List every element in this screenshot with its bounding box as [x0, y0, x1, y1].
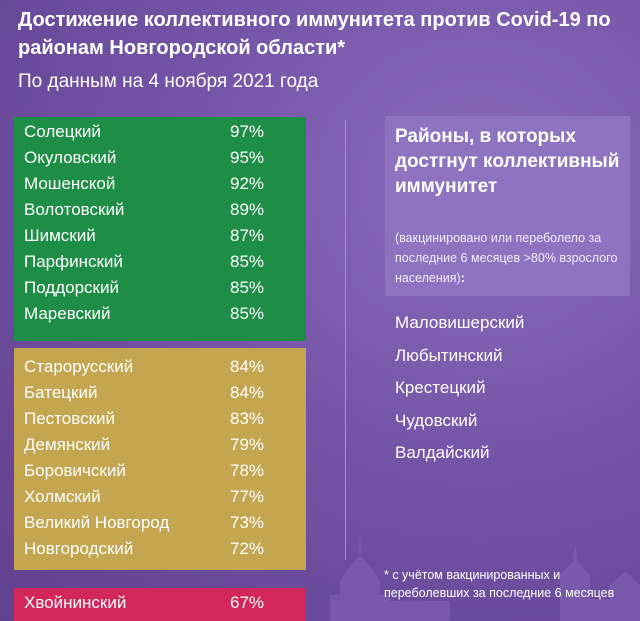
- group-red: Хвойнинский 67%: [14, 588, 306, 621]
- district-row: Парфинский 85%: [14, 249, 306, 275]
- district-percent: 85%: [230, 304, 265, 323]
- district-row: Пестовский 83%: [14, 406, 306, 432]
- district-name: Демянский: [24, 435, 111, 454]
- district-percent: 89%: [230, 200, 265, 219]
- district-name: Старорусский: [24, 357, 134, 376]
- district-name: Холмский: [24, 487, 101, 506]
- info-box: Районы, в которых достгнут коллективный …: [385, 116, 630, 296]
- district-name: Великий Новгород: [24, 513, 170, 532]
- district-name: Поддорский: [24, 278, 119, 297]
- district-row: Маревский 85%: [14, 301, 306, 327]
- district-row: Старорусский 84%: [14, 354, 306, 380]
- district-row: Волотовский 89%: [14, 197, 306, 223]
- district-name: Хвойнинский: [24, 593, 127, 612]
- achieved-district: Чудовский: [395, 410, 478, 430]
- district-row: Холмский 77%: [14, 484, 306, 510]
- district-row: Шимский 87%: [14, 223, 306, 249]
- district-row: Новгородский 72%: [14, 536, 306, 562]
- district-percent: 73%: [230, 513, 265, 532]
- kremlin-silhouette-icon: [330, 537, 640, 621]
- district-percent: 79%: [230, 435, 265, 454]
- group-yellow: Старорусский 84% Батецкий 84% Пестовский 83…: [14, 348, 306, 570]
- district-percent: 85%: [230, 278, 265, 297]
- page-subtitle: По данным на 4 ноября 2021 года: [18, 71, 319, 92]
- district-name: Новгородский: [24, 539, 134, 558]
- group-green: Солецкий 97% Окуловский 95% Мошенской 92% В…: [14, 117, 306, 341]
- district-percent: 67%: [230, 593, 265, 612]
- achieved-district: Валдайский: [395, 443, 490, 462]
- district-percent: 97%: [230, 122, 265, 141]
- district-row: Солецкий 97%: [14, 119, 306, 145]
- achieved-district: Любытинский: [395, 345, 503, 365]
- district-percent: 77%: [230, 487, 265, 506]
- district-name: Батецкий: [24, 383, 98, 402]
- column-divider: [345, 120, 346, 560]
- district-percent: 83%: [230, 409, 265, 428]
- district-row: Поддорский 85%: [14, 275, 306, 301]
- district-row: Великий Новгород 73%: [14, 510, 306, 536]
- district-percent: 92%: [230, 174, 265, 193]
- district-name: Солецкий: [24, 122, 101, 141]
- district-name: Пестовский: [24, 409, 115, 428]
- footnote: * с учётом вакцинированных и переболевши…: [384, 568, 615, 600]
- district-percent: 95%: [230, 148, 265, 167]
- district-name: Парфинский: [24, 252, 123, 271]
- district-name: Маревский: [24, 304, 111, 323]
- district-row: Батецкий 84%: [14, 380, 306, 406]
- district-name: Волотовский: [24, 200, 125, 219]
- district-row: Окуловский 95%: [14, 145, 306, 171]
- district-name: Боровичский: [24, 461, 126, 480]
- achieved-districts-list: Маловишерский Любытинский Крестецкий Чуд…: [395, 307, 635, 470]
- info-note-suffix: :: [460, 271, 465, 285]
- district-name: Шимский: [24, 226, 96, 245]
- page-title: Достижение коллективного иммунитета прот…: [18, 9, 611, 59]
- district-percent: 84%: [230, 357, 265, 376]
- district-percent: 85%: [230, 252, 265, 271]
- district-name: Мошенской: [24, 174, 116, 193]
- district-percent: 78%: [230, 461, 265, 480]
- district-row: Демянский 79%: [14, 432, 306, 458]
- district-row: Боровичский 78%: [14, 458, 306, 484]
- district-percent: 84%: [230, 383, 265, 402]
- info-box-note: (вакцинировано или переболело за последн…: [395, 228, 625, 288]
- district-row: Мошенской 92%: [14, 171, 306, 197]
- info-note-text: (вакцинировано или переболело за последн…: [395, 231, 618, 285]
- district-name: Окуловский: [24, 148, 117, 167]
- district-row: Хвойнинский 67%: [14, 590, 306, 616]
- achieved-district: Крестецкий: [395, 378, 486, 397]
- info-box-title: Районы, в которых достгнут коллективный …: [395, 126, 620, 197]
- achieved-district: Маловишерский: [395, 313, 525, 332]
- district-percent: 87%: [230, 226, 265, 245]
- district-percent: 72%: [230, 539, 265, 558]
